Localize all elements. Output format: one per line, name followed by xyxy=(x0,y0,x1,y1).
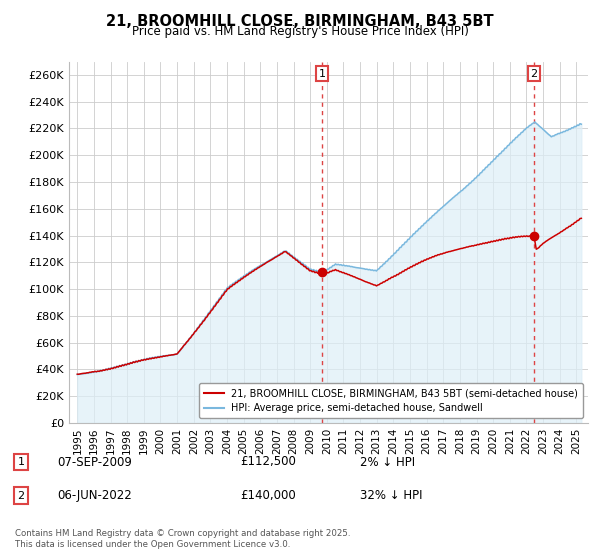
Text: 2% ↓ HPI: 2% ↓ HPI xyxy=(360,455,415,469)
Text: Price paid vs. HM Land Registry's House Price Index (HPI): Price paid vs. HM Land Registry's House … xyxy=(131,25,469,38)
Text: 2: 2 xyxy=(530,69,538,78)
Text: 21, BROOMHILL CLOSE, BIRMINGHAM, B43 5BT: 21, BROOMHILL CLOSE, BIRMINGHAM, B43 5BT xyxy=(106,14,494,29)
Text: 07-SEP-2009: 07-SEP-2009 xyxy=(57,455,132,469)
Text: 1: 1 xyxy=(319,69,325,78)
Text: £112,500: £112,500 xyxy=(240,455,296,469)
Text: 06-JUN-2022: 06-JUN-2022 xyxy=(57,489,132,502)
Legend: 21, BROOMHILL CLOSE, BIRMINGHAM, B43 5BT (semi-detached house), HPI: Average pri: 21, BROOMHILL CLOSE, BIRMINGHAM, B43 5BT… xyxy=(199,384,583,418)
Text: £140,000: £140,000 xyxy=(240,489,296,502)
Text: 32% ↓ HPI: 32% ↓ HPI xyxy=(360,489,422,502)
Text: 1: 1 xyxy=(17,457,25,467)
Text: Contains HM Land Registry data © Crown copyright and database right 2025.
This d: Contains HM Land Registry data © Crown c… xyxy=(15,529,350,549)
Text: 2: 2 xyxy=(17,491,25,501)
